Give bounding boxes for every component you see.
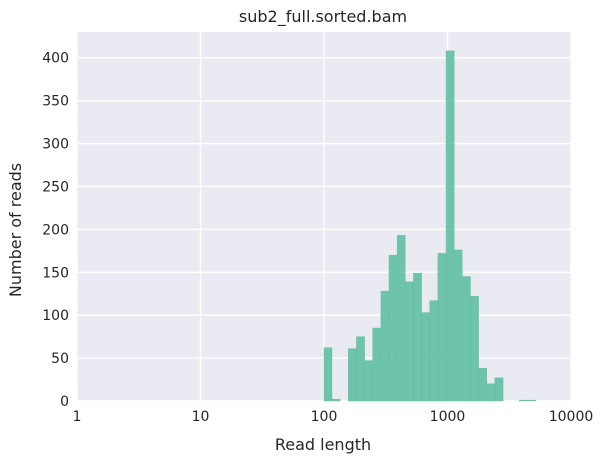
x-tick-label: 10 (192, 409, 210, 425)
y-tick-label: 300 (42, 137, 69, 153)
x-tick-label: 1 (73, 409, 82, 425)
histogram-bars (323, 50, 536, 402)
histogram-bar (519, 399, 528, 402)
histogram-bar (470, 296, 479, 402)
y-tick-label: 150 (42, 265, 69, 281)
x-tick-label: 10000 (549, 409, 594, 425)
y-axis-ticks: 0 50 100 150 200 250 300 350 400 (42, 51, 69, 410)
histogram-bar (356, 336, 365, 402)
y-axis-label: Number of reads (6, 163, 25, 297)
histogram-bar (347, 348, 357, 402)
histogram-bar (380, 290, 390, 402)
histogram-bar (445, 50, 455, 402)
histogram-bar (396, 235, 406, 402)
y-tick-label: 50 (51, 351, 69, 367)
histogram-bar (462, 276, 471, 402)
x-tick-label: 1000 (430, 409, 466, 425)
histogram-bar (437, 253, 447, 402)
histogram-bar (527, 399, 536, 402)
x-axis-ticks: 1 10 100 1000 10000 (73, 409, 594, 425)
histogram-bar (478, 368, 487, 402)
y-tick-label: 350 (42, 94, 69, 110)
histogram-bar (388, 254, 398, 402)
histogram-bar (421, 312, 430, 402)
y-tick-label: 200 (42, 222, 69, 238)
y-tick-label: 400 (42, 51, 69, 67)
grid-lines (76, 32, 572, 402)
y-tick-label: 100 (42, 308, 69, 324)
histogram-bar (453, 249, 463, 402)
histogram-bar (413, 272, 422, 402)
histogram-bar (364, 360, 373, 402)
histogram-bar (331, 399, 341, 402)
histogram-bar (323, 347, 333, 402)
x-tick-label: 100 (311, 409, 338, 425)
x-axis-label: Read length (275, 435, 371, 454)
y-tick-label: 250 (42, 179, 69, 195)
histogram-bar (405, 281, 414, 402)
y-tick-label: 0 (60, 394, 69, 410)
histogram-bar (429, 300, 439, 402)
histogram-bar (372, 327, 382, 402)
histogram-bar (494, 377, 504, 402)
histogram-bar (486, 383, 496, 402)
chart-title: sub2_full.sorted.bam (239, 7, 407, 27)
